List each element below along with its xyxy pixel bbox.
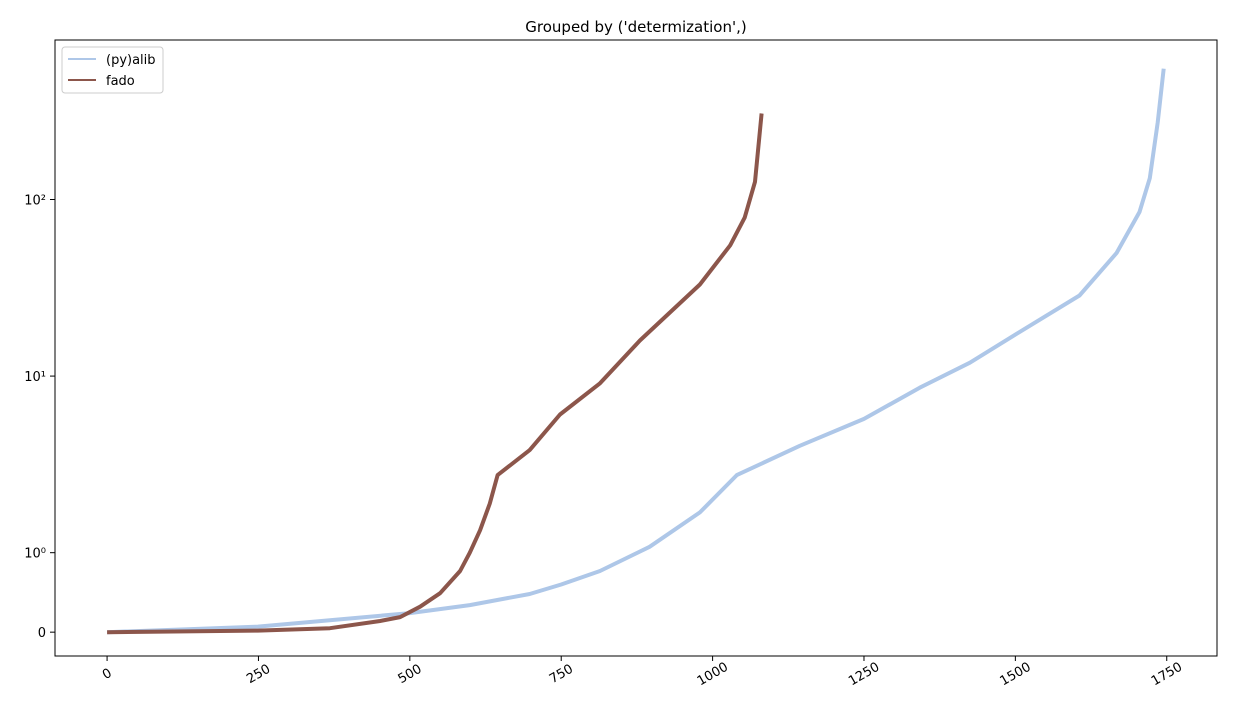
series-line: [107, 68, 1166, 635]
plot-frame: [54, 39, 1218, 657]
legend-label: fado: [106, 74, 135, 89]
legend-label: (py)alib: [106, 53, 156, 68]
y-tick-label: 10⁰: [24, 547, 46, 562]
legend: (py)alib fado: [61, 46, 164, 94]
series-line: [107, 113, 764, 635]
y-tick-label: 10¹: [24, 370, 46, 385]
y-tick-label: 0: [38, 626, 46, 641]
chart-title: Grouped by ('determization',): [525, 18, 746, 36]
y-tick-label: 10²: [24, 193, 46, 208]
